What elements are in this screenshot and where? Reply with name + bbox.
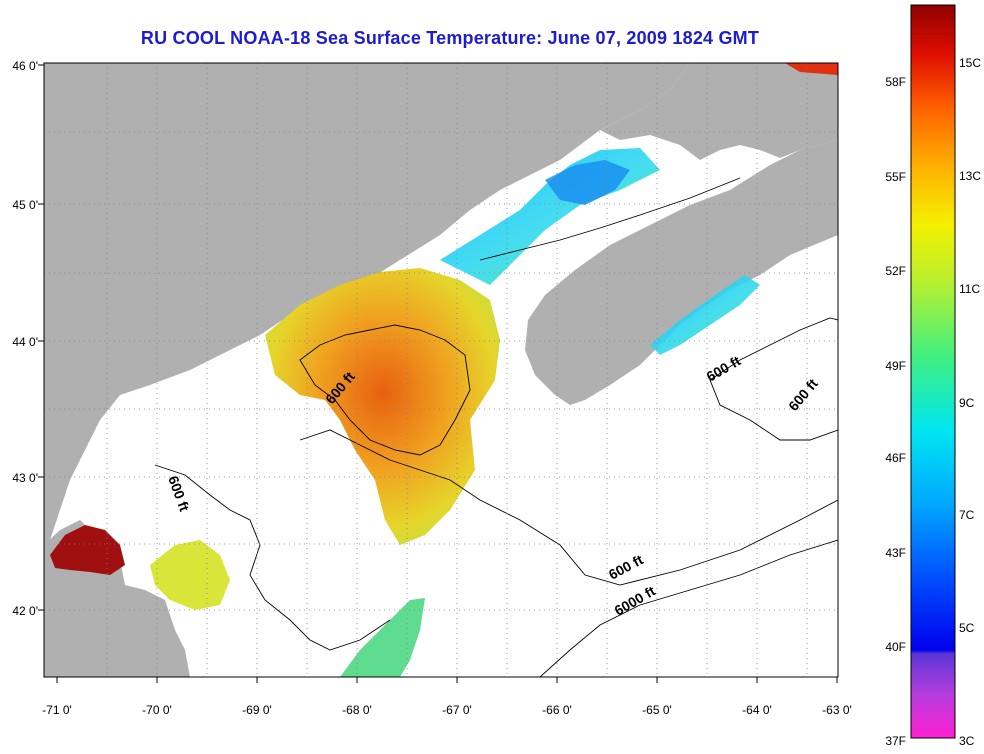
colorbar-c-label: 5C (959, 621, 975, 635)
colorbar-c-label: 11C (959, 282, 980, 296)
lon-tick-label: -64 0' (742, 703, 772, 717)
lat-tick-label: 42 0' (12, 604, 38, 618)
colorbar-f-label: 43F (885, 546, 906, 560)
colorbar-f-label: 55F (885, 170, 906, 184)
colorbar-f-label: 40F (885, 640, 906, 654)
colorbar-f-label: 46F (885, 451, 906, 465)
sst-hot-northeast (785, 63, 838, 75)
lon-tick-label: -70 0' (142, 703, 172, 717)
colorbar-f-label: 52F (885, 264, 906, 278)
colorbar-c-label: 9C (959, 396, 975, 410)
lat-tick-label: 45 0' (12, 198, 38, 212)
sst-cape-patch (150, 540, 230, 610)
lat-tick-label: 43 0' (12, 471, 38, 485)
sst-scotian-patch (650, 275, 760, 355)
colorbar-f-label: 58F (885, 75, 906, 89)
sst-south-patch (340, 598, 425, 677)
colorbar-f-label: 37F (885, 734, 906, 748)
lon-tick-label: -63 0' (822, 703, 852, 717)
colorbar-c-label: 3C (959, 734, 975, 748)
colorbar-c-label: 13C (959, 169, 981, 183)
map-frame (43, 62, 839, 678)
sst-blue-patch (545, 160, 630, 205)
sst-hot-nearshore (50, 525, 125, 575)
colorbar-c-label: 15C (959, 56, 981, 70)
colorbar-c-label: 7C (959, 508, 975, 522)
lon-tick-label: -71 0' (42, 703, 72, 717)
depth-contours (154, 177, 838, 677)
nova-scotia-land (525, 140, 838, 405)
colorbar (910, 4, 956, 739)
lat-tick-marks (38, 64, 44, 611)
lat-tick-label: 44 0' (12, 335, 38, 349)
lon-tick-label: -69 0' (242, 703, 272, 717)
mainland-land (44, 63, 690, 545)
map-title: RU COOL NOAA-18 Sea Surface Temperature:… (140, 28, 760, 48)
lon-tick-label: -67 0' (442, 703, 472, 717)
sst-warm-central-patch (265, 268, 500, 545)
colorbar-f-label: 49F (885, 359, 906, 373)
lon-tick-label: -65 0' (642, 703, 672, 717)
lat-tick-label: 46 0' (12, 59, 38, 73)
lon-tick-label: -66 0' (542, 703, 572, 717)
lon-tick-marks (56, 677, 838, 683)
lon-tick-label: -68 0' (342, 703, 372, 717)
new-brunswick-land (600, 63, 838, 160)
